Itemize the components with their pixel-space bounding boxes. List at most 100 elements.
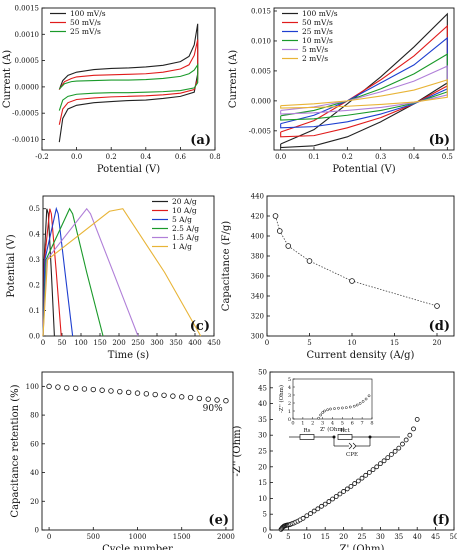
cpe-symbol <box>348 442 353 447</box>
legend-entry: 1 A/g <box>172 242 192 251</box>
y-tick-label: 0 <box>263 527 267 535</box>
plot-frame <box>42 195 215 337</box>
data-point <box>308 511 313 516</box>
x-tick-label: 5 <box>307 339 311 347</box>
x-tick-label: 0 <box>265 339 269 347</box>
y-tick-label: -0.0005 <box>12 110 39 118</box>
inset-data-point <box>361 400 365 403</box>
equivalent-circuit: Rs Rct CPE <box>289 428 400 458</box>
x-tick-label: 50 <box>58 339 67 347</box>
y-tick-label: 40 <box>258 400 267 408</box>
inset-y-tick-label: 1 <box>288 409 291 415</box>
data-point <box>214 397 220 403</box>
inset-x-tick-label: 1 <box>301 421 304 427</box>
inset-data-point <box>326 408 329 412</box>
series-line <box>280 79 448 109</box>
data-point <box>306 258 313 264</box>
legend-entry: 2 mV/s <box>302 54 328 63</box>
data-point <box>300 515 306 521</box>
x-tick-label: 0.8 <box>209 153 220 161</box>
data-point <box>344 486 350 492</box>
data-point <box>389 452 394 457</box>
y-tick-label: 10 <box>258 495 267 503</box>
series-line <box>58 62 199 111</box>
data-point <box>337 491 343 497</box>
y-tick-label: 45 <box>258 384 267 392</box>
data-point <box>179 394 185 400</box>
y-tick-label: 0.010 <box>251 37 271 45</box>
x-tick-label: 45 <box>431 533 440 541</box>
cpe-symbol <box>348 445 353 450</box>
data-point <box>319 503 324 509</box>
x-axis-label: Potential (V) <box>332 164 395 175</box>
y-tick-label: 300 <box>251 333 264 341</box>
y-axis-label: Current (A) <box>2 50 13 108</box>
legend-entry: 50 mV/s <box>302 18 333 27</box>
inset-data-point <box>355 403 359 407</box>
data-point <box>414 416 420 422</box>
x-tick-label: 250 <box>131 339 144 347</box>
panel-label: (e) <box>208 513 229 528</box>
inset-y-axis-label: -Z'' (Ohm) <box>278 385 285 413</box>
x-tick-label: 1000 <box>129 533 147 541</box>
data-point <box>322 501 328 507</box>
series-line <box>42 207 104 337</box>
data-point <box>396 445 402 451</box>
legend-entry: 100 mV/s <box>70 9 106 18</box>
data-point <box>370 467 376 473</box>
chart-panel: 0 5 10 15 20 300 320 340 360 380 400 420 440 Current … <box>221 193 455 361</box>
x-tick-label: 0.4 <box>140 153 152 161</box>
data-point <box>55 384 61 390</box>
inset-data-point <box>358 402 362 405</box>
inset-x-tick-label: 3 <box>321 421 324 427</box>
x-tick-label: 1500 <box>173 533 191 541</box>
x-tick-label: 500 <box>87 533 100 541</box>
data-point <box>355 478 361 484</box>
y-tick-label: 0.000 <box>251 97 271 105</box>
y-tick-label: 0 <box>35 527 39 535</box>
data-point <box>330 496 335 502</box>
inset-x-tick-label: 4 <box>331 421 334 427</box>
x-tick-label: 50 <box>450 533 457 541</box>
y-tick-label: 20 <box>30 498 39 506</box>
y-tick-label: 340 <box>251 293 264 301</box>
y-tick-label: 100 <box>26 383 39 391</box>
data-point <box>304 513 310 519</box>
y-axis-label: Capacitance retention (%) <box>10 384 21 517</box>
resistor-rct <box>337 434 353 440</box>
y-axis-label: Current (A) <box>228 50 239 108</box>
inset-data-point <box>341 406 344 410</box>
inset-y-tick-label: 4 <box>288 385 291 391</box>
cpe-symbol <box>352 442 357 447</box>
x-tick-label: 0 <box>47 533 51 541</box>
legend-entry: 20 A/g <box>172 197 197 206</box>
legend-entry: 25 mV/s <box>302 27 333 36</box>
x-tick-label: 0.3 <box>375 153 386 161</box>
x-tick-label: 40 <box>413 533 422 541</box>
data-point <box>64 385 70 391</box>
y-tick-label: 0.3 <box>29 256 40 264</box>
panel-label: (a) <box>190 133 211 148</box>
legend-entry: 25 mV/s <box>70 27 101 36</box>
y-tick-label: 0.0 <box>29 333 40 341</box>
inset-data-point <box>348 405 352 409</box>
x-axis-label: Cycle number <box>102 544 173 550</box>
y-tick-label: 0.5 <box>29 205 40 213</box>
chart-panel: 0 5 10 15 20 25 30 35 40 45 5005101520253035404550… <box>232 369 457 555</box>
y-tick-label: 0.015 <box>251 7 271 15</box>
x-tick-label: 10 <box>348 339 357 347</box>
data-point <box>381 458 387 464</box>
panel-label: (b) <box>429 133 450 148</box>
data-point <box>411 426 416 432</box>
y-axis-label: -Z'' (Ohm) <box>232 425 243 476</box>
data-point <box>326 499 332 504</box>
plot-frame <box>41 7 216 151</box>
x-axis-label: Time (s) <box>108 350 149 361</box>
y-tick-label: 420 <box>251 213 264 221</box>
chart-panel: 0.0 0.1 0.2 0.3 0.4 0.5 -0.005 0.000 0.005 0.010 0… <box>228 7 455 175</box>
inset-data-point <box>333 407 336 410</box>
y-axis-label: Capacitance (F/g) <box>221 221 232 312</box>
legend-entry: 5 A/g <box>172 215 192 224</box>
inset-x-tick-label: 8 <box>370 421 373 427</box>
